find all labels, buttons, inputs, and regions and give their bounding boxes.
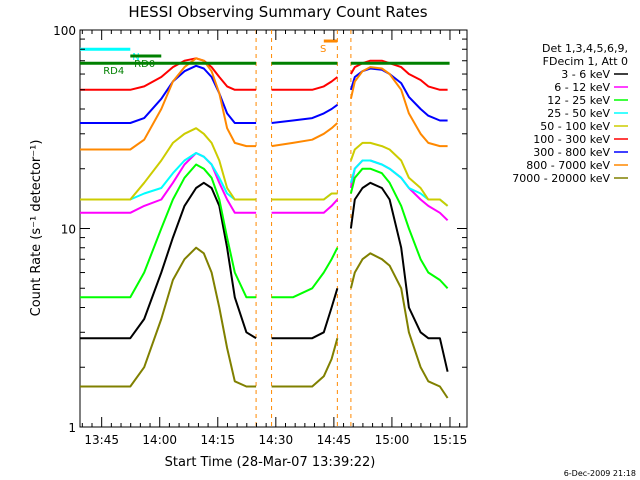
chart-title: HESSI Observing Summary Count Rates	[128, 3, 427, 21]
annotation-label-3: S	[320, 44, 326, 55]
series-line-2-seg-0	[80, 163, 257, 299]
y-tick-label-0: 1	[68, 421, 76, 435]
y-tick-label-2: 100	[53, 24, 76, 38]
annotation-label-2: RD4	[103, 66, 124, 77]
series-layer	[80, 57, 449, 399]
series-line-0-seg-2	[349, 181, 449, 372]
x-tick-label-1: 14:00	[142, 433, 177, 447]
series-line-8-seg-0	[80, 246, 257, 388]
series-line-8-seg-2	[349, 252, 449, 399]
legend-label-0: 3 - 6 keV	[561, 68, 610, 81]
legend-label-8: 7000 - 20000 keV	[512, 172, 610, 185]
series-line-7-seg-1	[271, 122, 339, 148]
legend-label-6: 300 - 800 keV	[533, 146, 610, 159]
annotation-label-0: N	[132, 52, 139, 63]
y-tick-label-1: 10	[61, 223, 76, 237]
series-line-4-seg-0	[80, 127, 257, 201]
annotation-layer: NRD0RD4S	[80, 39, 450, 77]
y-axis: 1 10 100	[53, 24, 467, 435]
series-line-2-seg-1	[271, 247, 339, 299]
series-line-1-seg-1	[271, 198, 339, 214]
legend-label-3: 25 - 50 keV	[547, 107, 610, 120]
timestamp-label: 6-Dec-2009 21:18	[564, 469, 636, 478]
series-line-0-seg-0	[80, 181, 257, 340]
series-line-7-seg-2	[349, 66, 448, 148]
y-axis-label: Count Rate (s⁻¹ detector⁻¹)	[29, 140, 44, 317]
x-tick-label-0: 13:45	[84, 433, 119, 447]
x-axis-label: Start Time (28-Mar-07 13:39:22)	[165, 455, 376, 470]
series-line-1-seg-0	[80, 152, 257, 214]
legend-header-0: Det 1,3,4,5,6,9,	[542, 42, 628, 55]
x-tick-label-6: 15:15	[433, 433, 468, 447]
legend-label-7: 800 - 7000 keV	[526, 159, 610, 172]
series-line-0-seg-1	[271, 288, 339, 340]
legend-label-4: 50 - 100 keV	[540, 120, 610, 133]
series-line-5-seg-2	[350, 59, 448, 91]
series-line-4-seg-2	[349, 141, 449, 207]
series-line-5-seg-1	[271, 76, 339, 91]
legend-header-1: FDecim 1, Att 0	[543, 55, 628, 68]
legend-label-2: 12 - 25 keV	[547, 94, 610, 107]
x-tick-label-2: 14:15	[200, 433, 235, 447]
legend: Det 1,3,4,5,6,9,FDecim 1, Att 03 - 6 keV…	[512, 42, 628, 185]
series-line-3-seg-0	[80, 152, 257, 201]
x-tick-label-3: 14:30	[259, 433, 294, 447]
series-line-4-seg-1	[271, 192, 338, 201]
series-line-7-seg-0	[80, 57, 257, 151]
legend-label-1: 6 - 12 keV	[554, 81, 610, 94]
series-line-6-seg-2	[349, 67, 448, 122]
series-line-6-seg-1	[271, 103, 338, 124]
series-line-8-seg-1	[271, 337, 339, 388]
legend-label-5: 100 - 300 keV	[533, 133, 610, 146]
x-tick-label-4: 14:45	[317, 433, 352, 447]
series-line-2-seg-2	[349, 167, 449, 289]
x-axis: 13:45 14:00 14:15 14:30 14:45 15:00 15:15	[81, 30, 468, 447]
x-tick-label-5: 15:00	[375, 433, 410, 447]
series-line-6-seg-0	[80, 64, 257, 124]
